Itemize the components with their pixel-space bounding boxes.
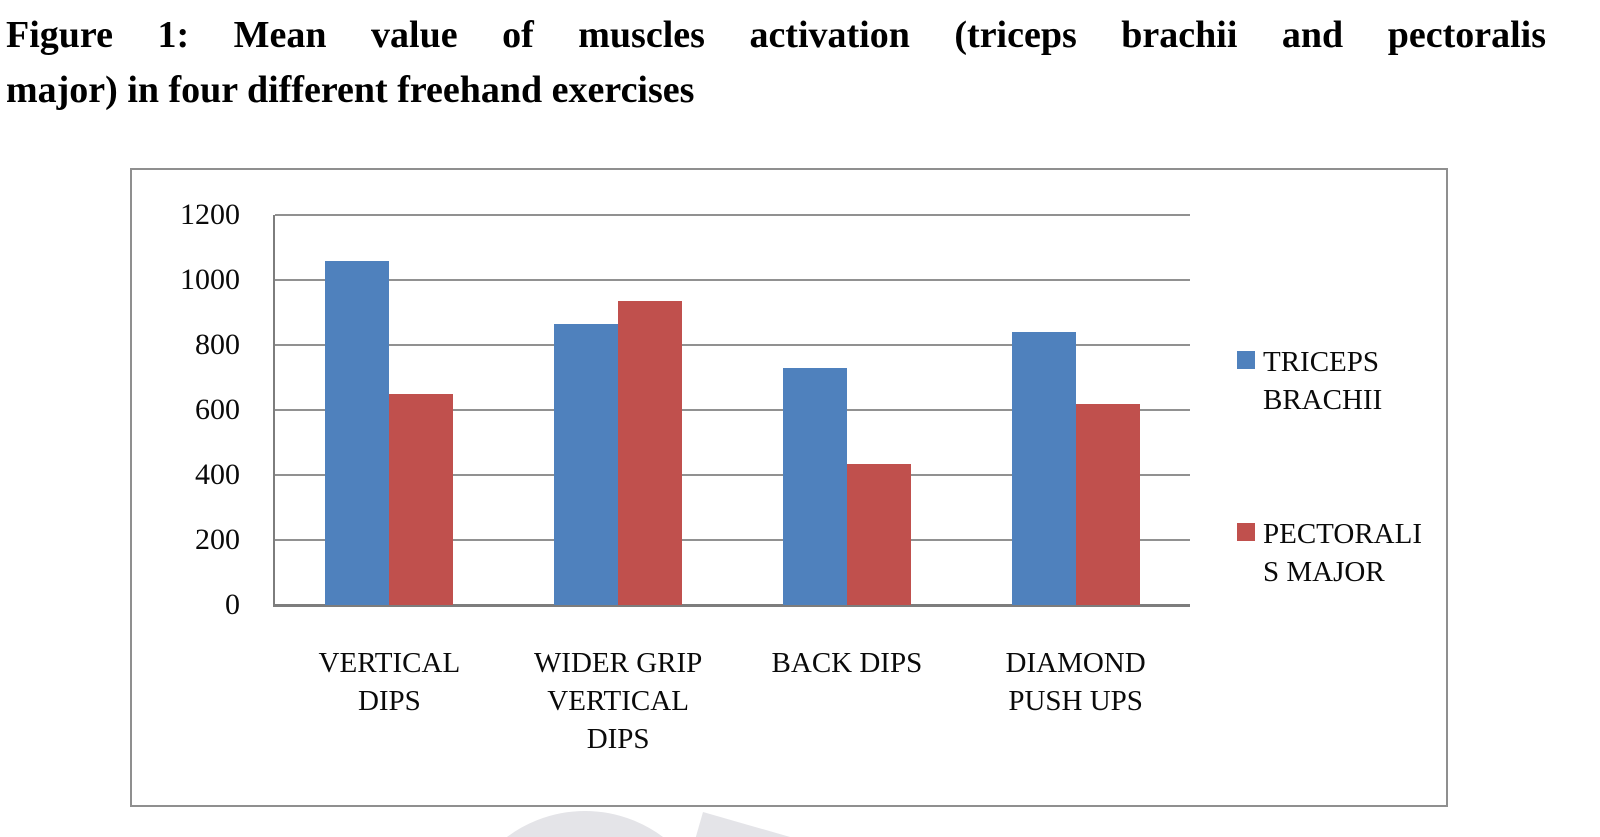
watermark [0,809,1600,837]
y-axis-line [273,215,275,605]
figure-title: Figure 1: Mean value of muscles activati… [6,8,1546,118]
bar-pectoralis-major-vertical-dips [389,393,454,605]
x-label-back-dips: BACK DIPS [733,644,962,758]
legend-label-triceps: TRICEPS BRACHII [1263,343,1382,419]
y-tick-label-1200: 1200 [180,198,240,231]
bar-triceps-brachii-wider-grip-vertical-dips [554,323,619,605]
y-tick-label-400: 400 [195,458,240,492]
y-tick-label-800: 800 [195,328,240,362]
x-label-line: DIPS [586,723,650,755]
x-label-line: VERTICAL [318,647,461,679]
x-label-line: DIPS [357,685,421,717]
bar-pectoralis-major-back-dips [846,463,911,605]
y-tick-label-1000: 1000 [180,263,240,296]
bars-row [275,215,1190,605]
legend-label-pectoralis-line2: S MAJOR [1263,556,1385,588]
bar-triceps-brachii-vertical-dips [325,260,390,605]
bar-triceps-brachii-diamond-push-ups [1011,332,1076,605]
legend-label-pectoralis: PECTORALI S MAJOR [1263,515,1422,591]
watermark-diagonal-stroke [683,812,852,837]
legend-swatch-triceps-icon [1237,351,1255,369]
legend-label-triceps-line2: BRACHII [1263,384,1383,416]
gridline-600 [275,409,1190,411]
bar-group-wider-grip-vertical-dips [554,215,683,605]
x-label-line: VERTICAL [547,685,689,717]
gridline-400 [275,474,1190,477]
legend-item-pectoralis-major: PECTORALI S MAJOR [1237,515,1422,591]
y-tick-label-600: 600 [195,393,240,426]
bar-pectoralis-major-wider-grip-vertical-dips [618,301,683,605]
x-label-diamond-push-ups: DIAMOND PUSH UPS [961,644,1190,758]
gridline-1000 [275,279,1190,281]
x-label-line: BACK DIPS [771,647,923,679]
legend-label-pectoralis-line1: PECTORALI [1263,518,1422,550]
bar-triceps-brachii-back-dips [782,367,847,605]
bar-group-back-dips [782,215,911,605]
figure-title-line1: Figure 1: Mean value of muscles activati… [6,14,1546,56]
legend-item-triceps-brachii: TRICEPS BRACHII [1237,343,1382,419]
x-axis-baseline [273,604,1190,607]
gridline-200 [275,539,1190,542]
x-label-line: DIAMOND [1005,647,1146,679]
x-label-line: PUSH UPS [1008,685,1143,717]
x-label-wider-grip-vertical-dips: WIDER GRIP VERTICAL DIPS [504,644,733,758]
gridline-1200 [275,214,1190,216]
bar-group-vertical-dips [325,215,454,605]
y-axis-tick-labels: 0 200 400 600 800 1000 1200 [132,200,240,620]
legend-label-triceps-line1: TRICEPS [1263,346,1380,378]
x-axis-category-labels: VERTICAL DIPS WIDER GRIP VERTICAL DIPS BACK D… [275,644,1190,758]
legend-swatch-pectoralis-icon [1237,523,1255,541]
y-tick-label-200: 200 [195,523,240,557]
chart-frame: 0 200 400 600 800 1000 1200 VERTICAL DIPS WIDER … [130,168,1448,807]
gridline-800 [275,344,1190,347]
plot-area [273,214,1190,607]
watermark-circle-arc [455,811,715,837]
y-tick-label-0: 0 [225,588,240,621]
bar-group-diamond-push-ups [1011,215,1140,605]
bar-pectoralis-major-diamond-push-ups [1075,403,1140,605]
figure-title-line2: major) in four different freehand exerci… [6,69,695,111]
x-label-line: WIDER GRIP [533,647,703,679]
x-label-vertical-dips: VERTICAL DIPS [275,644,504,758]
